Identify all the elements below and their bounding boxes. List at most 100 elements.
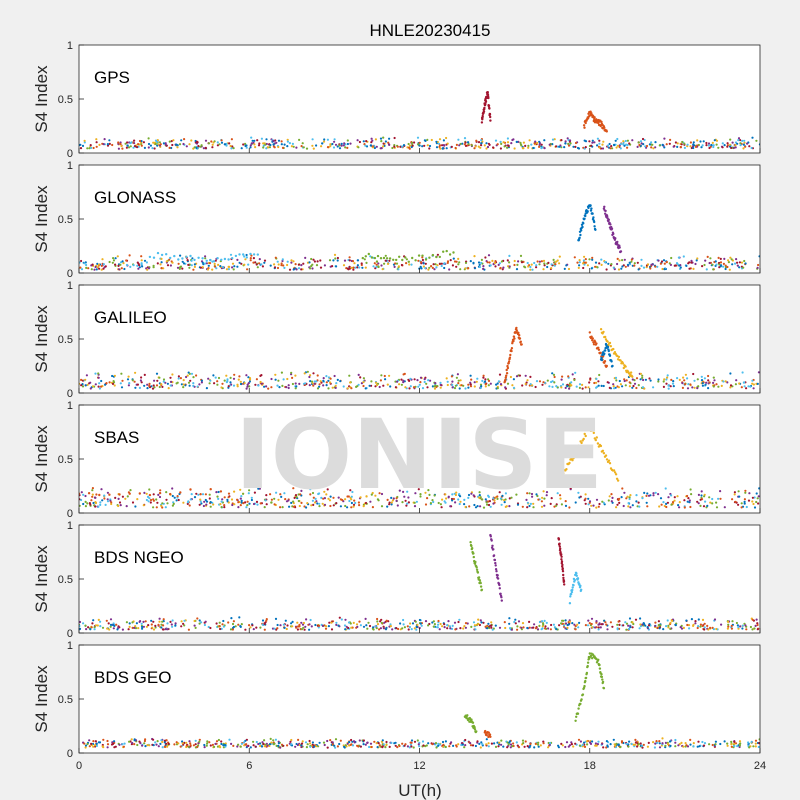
data-point <box>476 740 479 743</box>
series-point <box>589 204 592 207</box>
data-point <box>429 379 432 382</box>
data-point <box>743 139 746 142</box>
data-point <box>401 501 404 504</box>
data-point <box>369 500 372 503</box>
series-point <box>607 459 611 462</box>
data-point <box>261 265 264 268</box>
data-point <box>666 374 669 377</box>
data-point <box>755 618 758 621</box>
data-point <box>302 621 305 625</box>
data-point <box>325 375 328 378</box>
data-point <box>117 268 121 271</box>
data-point <box>467 383 470 386</box>
data-point <box>584 258 587 261</box>
data-point <box>584 624 588 627</box>
data-point <box>237 506 240 509</box>
data-point <box>205 503 208 506</box>
data-point <box>513 147 516 150</box>
data-point <box>430 138 433 142</box>
data-point <box>311 491 315 495</box>
data-point <box>578 259 581 262</box>
data-point <box>472 262 475 265</box>
data-point <box>258 258 261 261</box>
data-point <box>747 741 750 744</box>
data-point <box>531 268 534 271</box>
data-point <box>669 385 672 388</box>
data-point <box>394 744 397 747</box>
data-point <box>594 626 597 629</box>
data-point <box>97 505 100 508</box>
data-point <box>124 142 127 145</box>
data-point <box>347 621 351 624</box>
data-point <box>286 140 289 143</box>
data-point <box>606 744 609 747</box>
series-point <box>710 143 713 147</box>
data-point <box>156 740 159 743</box>
data-point <box>214 376 217 379</box>
data-point <box>590 267 593 270</box>
x-tick-label: 12 <box>413 760 425 772</box>
data-point <box>358 739 361 742</box>
data-point <box>551 380 554 383</box>
data-point <box>161 506 164 509</box>
data-point <box>323 138 326 141</box>
data-point <box>215 740 219 743</box>
data-point <box>156 144 159 147</box>
data-point <box>155 506 158 509</box>
data-point <box>362 384 365 388</box>
data-point <box>327 497 330 500</box>
data-point <box>84 384 87 387</box>
data-point <box>542 268 545 271</box>
data-point <box>253 491 256 494</box>
data-point <box>593 381 596 385</box>
data-point <box>294 387 297 390</box>
data-point <box>699 504 702 507</box>
data-point <box>748 746 751 749</box>
series-point <box>603 352 606 355</box>
data-point <box>371 146 375 149</box>
data-point <box>726 744 729 747</box>
data-point <box>577 491 580 494</box>
data-point <box>275 491 278 494</box>
data-point <box>173 496 176 499</box>
data-point <box>162 618 165 621</box>
data-point <box>667 496 670 499</box>
data-point <box>493 499 496 502</box>
data-point <box>615 146 618 149</box>
data-point <box>313 382 316 385</box>
data-point <box>619 142 623 146</box>
data-point <box>377 742 380 745</box>
data-point <box>431 385 434 388</box>
data-point <box>326 488 329 491</box>
data-point <box>207 625 210 629</box>
data-point <box>586 264 590 267</box>
data-point <box>140 262 143 265</box>
data-point <box>143 739 146 743</box>
data-point <box>188 384 191 387</box>
data-point <box>445 147 448 150</box>
series-point <box>557 538 561 541</box>
data-point <box>658 740 661 743</box>
data-point <box>409 741 412 744</box>
series-point <box>189 488 192 491</box>
data-point <box>457 498 460 501</box>
data-point <box>582 259 586 262</box>
data-point <box>389 625 392 628</box>
data-point <box>602 384 605 388</box>
data-point <box>190 259 193 262</box>
series-point <box>612 232 615 236</box>
data-point <box>283 492 286 495</box>
data-point <box>386 262 390 265</box>
data-point <box>325 625 328 628</box>
data-point <box>636 145 639 148</box>
data-point <box>731 141 734 144</box>
data-point <box>445 136 448 140</box>
data-point <box>169 376 172 379</box>
data-point <box>141 625 144 629</box>
series-point <box>609 345 612 348</box>
data-point <box>253 139 256 142</box>
data-point <box>212 374 215 377</box>
data-point <box>158 620 161 623</box>
data-point <box>647 494 651 497</box>
data-point <box>243 382 246 385</box>
